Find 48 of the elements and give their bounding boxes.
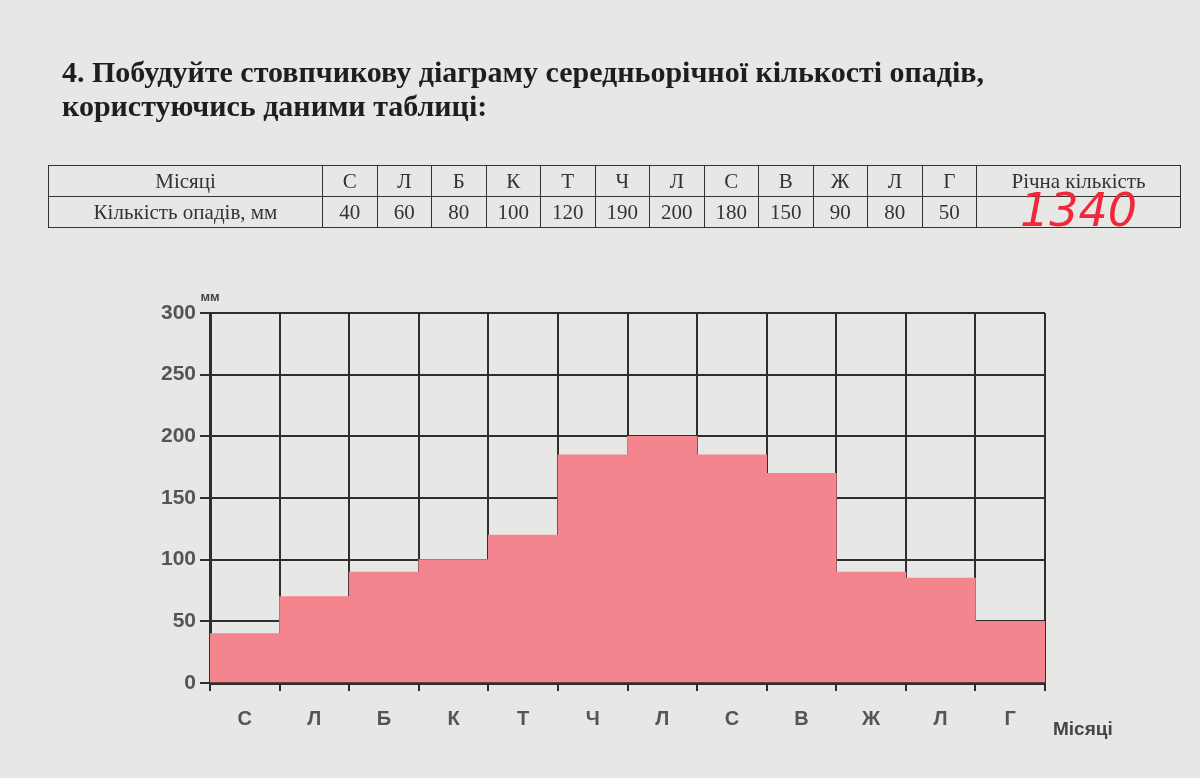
y-tick-label: 300 (160, 299, 196, 323)
y-tick-label: 150 (160, 484, 196, 508)
category-label: Л (649, 165, 704, 197)
data-label: 190 (595, 196, 650, 228)
x-tick-label: В (794, 706, 809, 729)
data-label: 120 (540, 196, 595, 228)
y-axis-title: мм (200, 289, 220, 304)
x-tick-label: Ж (861, 706, 881, 729)
category-label: Л (867, 165, 922, 197)
x-tick-label: С (237, 706, 253, 729)
data-label: 200 (649, 196, 704, 228)
category-label: Ж (813, 165, 868, 197)
x-tick-label: Л (655, 706, 670, 729)
data-label: 60 (377, 196, 432, 228)
category-label: С (322, 165, 377, 197)
data-label: 40 (322, 196, 377, 228)
data-label: 90 (813, 196, 868, 228)
text: Кількість опадів, мм (48, 196, 323, 228)
x-tick-label: Г (1004, 706, 1016, 729)
x-tick-label: С (724, 706, 740, 729)
data-label: 100 (486, 196, 541, 228)
data-label: 80 (431, 196, 486, 228)
category-label: Л (377, 165, 432, 197)
data-label: 150 (758, 196, 813, 228)
x-tick-label: Б (376, 706, 392, 729)
x-tick-label: К (447, 706, 461, 729)
category-label: Г (922, 165, 977, 197)
x-tick-label: Л (933, 706, 948, 729)
y-tick-label: 250 (160, 361, 196, 385)
text: 4. Побудуйте стовпчикову діаграму середньорічної кількості опадів, користуючись даними таблиці: (62, 55, 986, 123)
category-label: С (704, 165, 759, 197)
category-label: К (486, 165, 541, 197)
category-label: В (758, 165, 813, 197)
category-label: Т (540, 165, 595, 197)
y-tick-label: 100 (160, 546, 196, 570)
y-tick-label: 200 (160, 423, 196, 447)
y-tick-label: 0 (184, 669, 196, 693)
x-tick-label: Л (307, 706, 322, 729)
x-tick-label: Ч (585, 706, 600, 729)
data-label: 180 (704, 196, 759, 228)
data-label: 80 (867, 196, 922, 228)
category-label: Б (431, 165, 486, 197)
category-label: Ч (595, 165, 650, 197)
x-tick-label: Т (517, 706, 530, 729)
y-tick-label: 50 (172, 608, 196, 632)
x-axis-title: Місяці (1053, 718, 1113, 739)
text: Місяці (48, 165, 323, 197)
data-label: 50 (922, 196, 977, 228)
